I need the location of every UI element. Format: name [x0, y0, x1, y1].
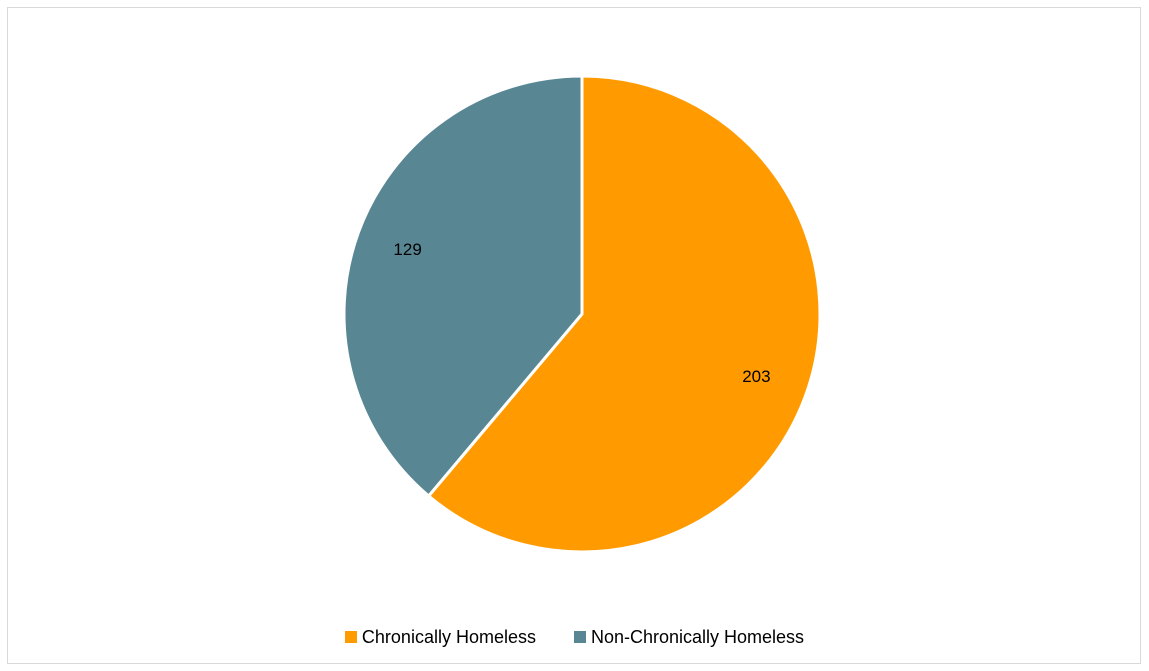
legend-label-chronically-homeless: Chronically Homeless [361, 627, 536, 647]
pie-slice-chronically-homeless [427, 74, 822, 554]
legend-swatch-chronically-homeless [344, 631, 357, 643]
data-label-non-chronically-homeless: 129 [393, 240, 421, 259]
legend-item-chronically-homeless: Chronically Homeless [344, 626, 536, 648]
legend: Chronically Homeless Non-Chronically Hom… [0, 626, 1149, 648]
data-label-chronically-homeless: 203 [742, 367, 770, 386]
pie-slice-non-chronically-homeless [342, 74, 584, 498]
legend-swatch-non-chronically-homeless [573, 631, 586, 643]
legend-item-non-chronically-homeless: Non-Chronically Homeless [573, 626, 805, 648]
legend-label-non-chronically-homeless: Non-Chronically Homeless [590, 627, 805, 647]
